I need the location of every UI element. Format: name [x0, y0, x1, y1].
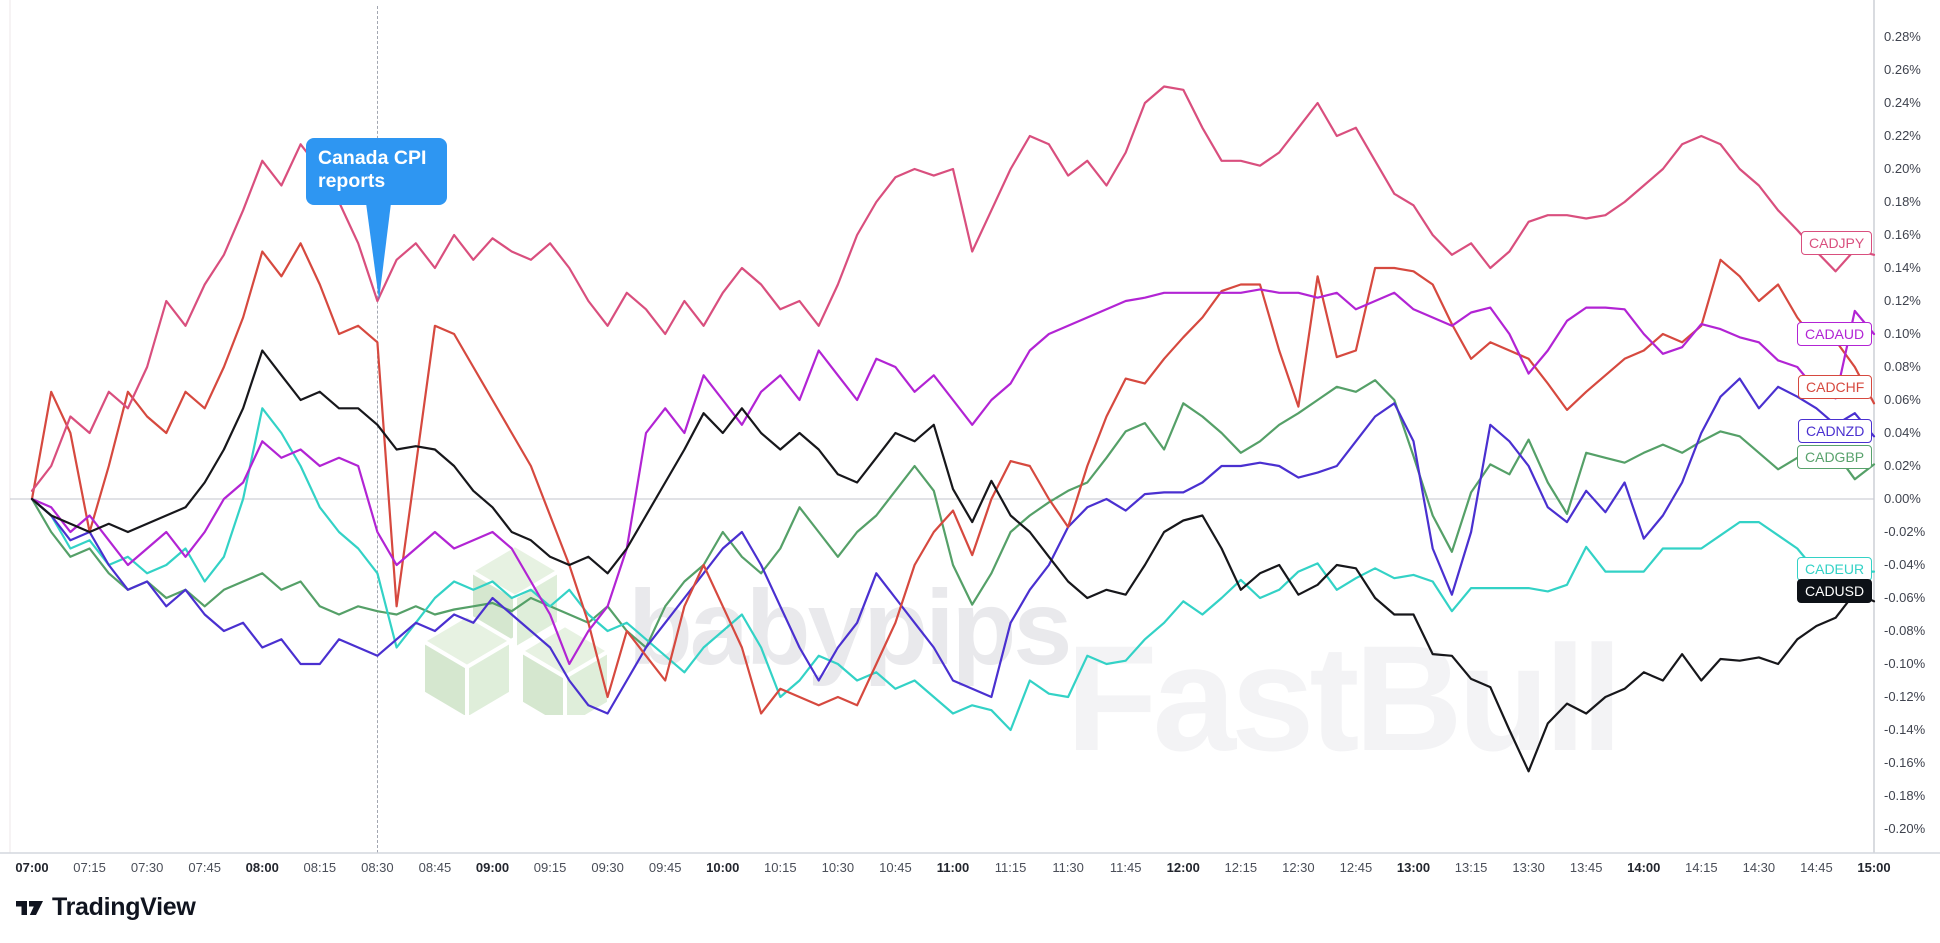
babypips-cube-face	[563, 647, 611, 715]
time-axis-label: 13:00	[1396, 860, 1431, 875]
time-axis-label: 12:30	[1282, 860, 1315, 875]
price-axis-label: 0.20%	[1884, 161, 1921, 176]
price-axis-label: 0.26%	[1884, 62, 1921, 77]
time-axis-label: 14:45	[1800, 860, 1833, 875]
time-axis-label: 08:45	[418, 860, 452, 875]
series-line-cadgbp	[30, 379, 1876, 649]
time-axis-label: 13:45	[1569, 860, 1603, 875]
price-axis-label: 0.28%	[1884, 29, 1921, 44]
price-flag-cadusd: CADUSD	[1797, 579, 1873, 603]
price-axis-label: -0.08%	[1884, 623, 1926, 638]
series-line-cadnzd	[30, 377, 1876, 715]
price-axis-label: -0.12%	[1884, 689, 1926, 704]
event-annotation[interactable]: Canada CPI reports	[306, 138, 447, 205]
time-axis-label: 09:30	[591, 860, 624, 875]
fastbull-watermark: FastBull	[1066, 614, 1623, 782]
babypips-cube-face	[421, 637, 469, 715]
price-axis-label: -0.20%	[1884, 821, 1926, 836]
babypips-cube-face	[465, 637, 513, 715]
series-line-cadchf	[30, 242, 1876, 715]
time-axis-label: 11:30	[1052, 860, 1084, 875]
price-axis-label: -0.14%	[1884, 722, 1926, 737]
price-axis-label: 0.12%	[1884, 293, 1921, 308]
time-axis-label: 08:30	[361, 860, 394, 875]
time-axis-label: 10:15	[764, 860, 797, 875]
time-axis-label: 09:00	[475, 860, 510, 875]
series-line-cadeur	[30, 407, 1876, 732]
price-axis-label: -0.18%	[1884, 788, 1926, 803]
time-axis-label: 12:15	[1224, 860, 1258, 875]
time-axis-label: 09:45	[648, 860, 682, 875]
price-axis-label: 0.00%	[1884, 491, 1921, 506]
time-axis-label: 13:30	[1512, 860, 1545, 875]
price-axis-label: 0.10%	[1884, 326, 1921, 341]
time-axis-label: 12:00	[1166, 860, 1200, 875]
event-annotation-pointer	[366, 203, 391, 300]
series-line-cadusd	[30, 349, 1876, 773]
time-axis-label: 14:15	[1685, 860, 1718, 875]
price-flag-cadnzd: CADNZD	[1798, 419, 1873, 443]
price-flag-cadjpy: CADJPY	[1801, 231, 1873, 255]
event-vertical-line	[377, 6, 378, 853]
price-axis-label: 0.22%	[1884, 128, 1921, 143]
price-axis-label: -0.16%	[1884, 755, 1926, 770]
price-axis-label: -0.02%	[1884, 524, 1926, 539]
time-axis-label: 07:15	[73, 860, 106, 875]
price-flag-cadchf: CADCHF	[1798, 375, 1873, 399]
time-axis-label: 10:30	[821, 860, 855, 875]
time-axis-label: 15:00	[1857, 860, 1891, 875]
tradingview-logo-text: TradingView	[52, 893, 196, 921]
time-axis-label: 10:00	[706, 860, 740, 875]
price-axis-label: 0.04%	[1884, 425, 1921, 440]
price-axis-label: 0.18%	[1884, 194, 1921, 209]
time-axis-label: 10:45	[879, 860, 912, 875]
price-flag-cadaud: CADAUD	[1797, 322, 1873, 346]
time-axis-label: 08:15	[303, 860, 337, 875]
price-flag-cadgbp: CADGBP	[1797, 445, 1873, 469]
price-axis-label: 0.16%	[1884, 227, 1921, 242]
babypips-cube-face	[519, 647, 567, 715]
price-axis-label: 0.06%	[1884, 392, 1921, 407]
time-axis-label: 07:00	[15, 860, 49, 875]
series-line-cadaud	[30, 288, 1876, 666]
time-axis-label: 11:00	[936, 860, 970, 875]
price-axis-label: -0.06%	[1884, 590, 1926, 605]
time-axis-label: 13:15	[1454, 860, 1488, 875]
time-axis-label: 12:45	[1339, 860, 1373, 875]
time-axis-label: 11:45	[1109, 860, 1142, 875]
price-axis-label: 0.02%	[1884, 458, 1921, 473]
time-axis-label: 14:30	[1742, 860, 1776, 875]
time-axis-label: 11:15	[994, 860, 1027, 875]
price-axis-label: 0.24%	[1884, 95, 1921, 110]
time-axis-label: 07:45	[188, 860, 221, 875]
price-axis-label: -0.10%	[1884, 656, 1926, 671]
babypips-cube-face	[513, 567, 561, 653]
price-flag-cadeur: CADEUR	[1797, 557, 1873, 581]
price-axis-label: 0.14%	[1884, 260, 1921, 275]
time-axis-label: 09:15	[533, 860, 567, 875]
time-axis-label: 14:00	[1627, 860, 1661, 875]
tradingview-mark-icon	[16, 900, 43, 915]
time-axis-label: 07:30	[130, 860, 164, 875]
price-axis-label: -0.04%	[1884, 557, 1926, 572]
time-axis-label: 08:00	[245, 860, 279, 875]
tradingview-logo[interactable]: TradingView	[16, 893, 196, 922]
price-axis-label: 0.08%	[1884, 359, 1921, 374]
